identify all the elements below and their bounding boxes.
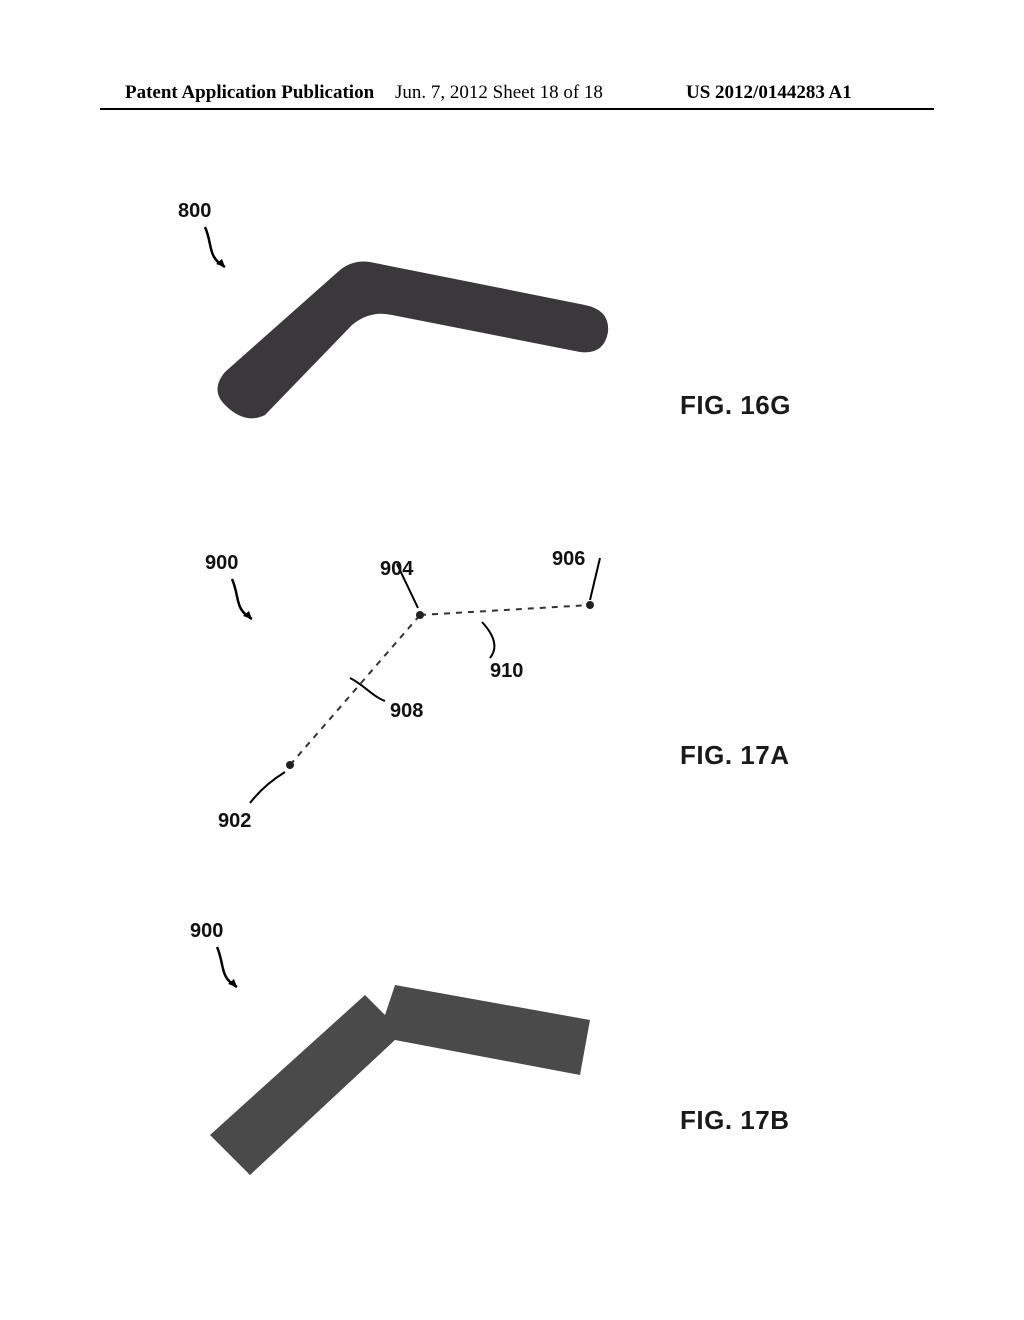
ref-910: 910 [490,660,523,683]
ref-906: 906 [552,548,585,571]
ref-908: 908 [390,700,423,723]
header-right: US 2012/0144283 A1 [686,82,852,104]
ref-902: 902 [218,810,251,833]
lead-910 [482,622,494,658]
line-910 [420,605,590,615]
lead-902 [250,772,285,803]
lead-906 [590,558,600,600]
line-908 [290,615,420,765]
fig17b-label: FIG. 17B [680,1105,789,1136]
point-902 [286,761,294,769]
point-904 [416,611,424,619]
fig17a-label: FIG. 17A [680,740,789,771]
header-rule [100,108,934,110]
fig17a-diagram [190,540,710,840]
patent-page: Patent Application Publication Jun. 7, 2… [0,0,1024,1320]
fig17b-shape [170,910,650,1210]
header-left: Patent Application Publication [125,82,374,104]
header-mid: Jun. 7, 2012 Sheet 18 of 18 [395,82,603,104]
ref-904: 904 [380,558,413,581]
point-906 [586,601,594,609]
fig16g-shape [190,210,650,470]
fig16g-label: FIG. 16G [680,390,791,421]
